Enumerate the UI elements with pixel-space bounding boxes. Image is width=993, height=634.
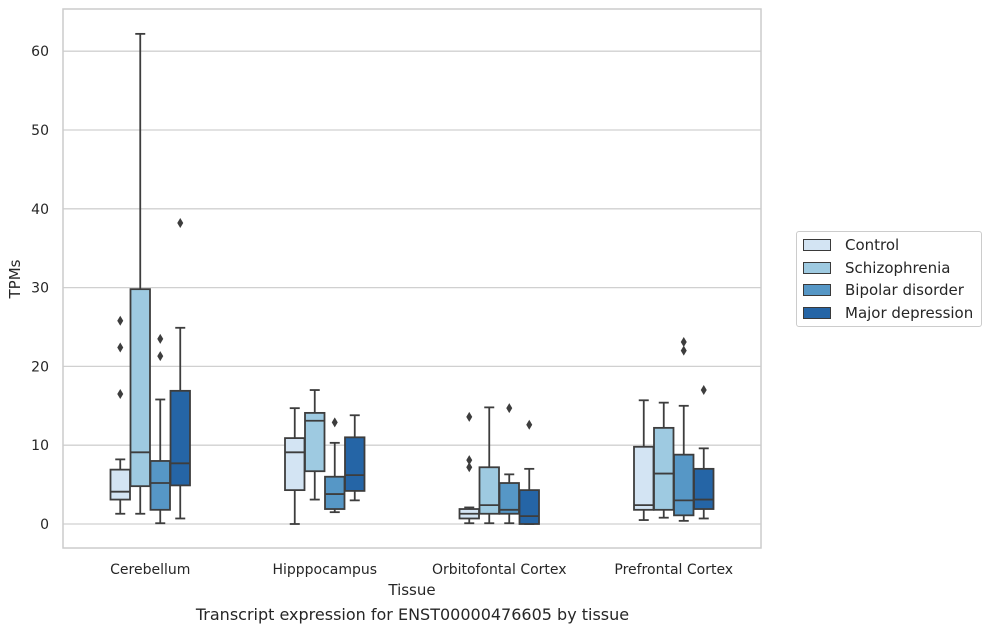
box-iqr [518,489,540,525]
outlier-point [700,385,707,396]
outlier-point [331,417,338,428]
box-major-depression [693,385,715,520]
box-iqr [149,460,171,511]
box-bipolar-disorder [149,333,171,525]
y-tick-label: 50 [31,123,49,139]
box-major-depression [169,217,191,520]
box-iqr [169,389,191,487]
box-schizophrenia [653,401,675,519]
box-iqr [653,426,675,511]
y-tick-label: 60 [31,44,49,60]
outlier-point [466,462,473,473]
outlier-point [526,419,533,430]
legend-label-major-depression: Major depression [845,304,974,322]
box-control [458,411,480,525]
box-major-depression [518,419,540,525]
x-tick-label: Hipppocampus [272,562,377,578]
box-control [633,399,655,521]
legend-item-bipolar-disorder: Bipolar disorder [803,280,964,300]
box-groups [109,32,715,525]
x-tick-label: Orbitofontal Cortex [432,562,567,578]
box-iqr [673,453,695,517]
outlier-point [506,403,513,414]
box-iqr [344,436,366,492]
box-schizophrenia [478,406,500,525]
legend-item-major-depression: Major depression [803,303,973,323]
legend-swatch-bipolar-disorder [803,284,831,296]
legend-item-schizophrenia: Schizophrenia [803,258,950,278]
box-schizophrenia [304,389,326,501]
y-axis-label: TPMs [6,259,24,299]
box-bipolar-disorder [498,403,520,525]
box-iqr [693,467,715,510]
outlier-point [157,351,164,362]
outlier-point [466,455,473,466]
legend-label-bipolar-disorder: Bipolar disorder [845,281,964,299]
legend-label-schizophrenia: Schizophrenia [845,259,951,277]
outlier-point [117,315,124,326]
box-control [109,315,131,515]
x-axis-label: Tissue [387,581,435,599]
y-tick-label: 10 [31,438,49,454]
x-tick-labels: Cerebellum Hipppocampus Orbitofontal Corte… [110,562,733,578]
legend: Control Schizophrenia Bipolar disorder M… [796,231,982,327]
outlier-point [117,388,124,399]
y-tick-label: 20 [31,359,49,375]
chart-caption: Transcript expression for ENST0000047660… [195,605,630,624]
legend-label-control: Control [845,236,900,254]
box-iqr [478,466,500,515]
box-iqr [304,411,326,473]
legend-swatch-major-depression [803,307,831,319]
box-iqr [284,437,306,492]
box-schizophrenia [129,32,151,515]
box-major-depression [344,414,366,502]
y-tick-label: 30 [31,281,49,297]
box-iqr [109,468,131,501]
outlier-point [157,333,164,344]
outlier-point [680,345,687,356]
x-tick-label: Cerebellum [110,562,190,578]
legend-item-control: Control [803,235,899,255]
y-tick-label: 40 [31,202,49,218]
box-iqr [633,445,655,511]
outlier-point [177,217,184,228]
y-tick-label: 0 [40,517,49,533]
outlier-point [117,342,124,353]
y-tick-labels: 0 10 20 30 40 50 60 [31,44,49,533]
box-iqr [129,288,151,488]
legend-swatch-control [803,239,831,251]
outlier-point [680,336,687,347]
box-bipolar-disorder [324,417,346,514]
box-bipolar-disorder [673,336,695,522]
box-control [284,407,306,525]
legend-swatch-schizophrenia [803,262,831,274]
x-tick-label: Prefrontal Cortex [614,562,733,578]
outlier-point [466,411,473,422]
plot-frame [62,8,762,549]
box-iqr [324,475,346,510]
